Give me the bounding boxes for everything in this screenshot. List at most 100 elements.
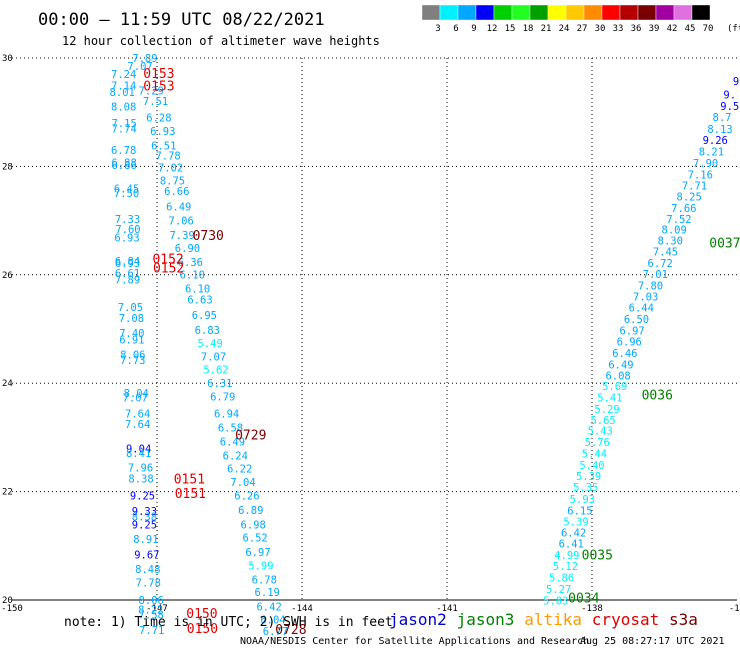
swh-value: 6.66 [164, 186, 189, 198]
swh-value: 6.36 [178, 257, 203, 269]
colorbar-swatch [601, 4, 621, 21]
pass-time-label: 0729 [235, 429, 266, 444]
swh-value: 8.91 [133, 534, 158, 546]
swh-value: 6.44 [629, 303, 654, 315]
swh-value: 7.01 [643, 269, 668, 281]
colorbar-label: 36 [631, 24, 642, 34]
swh-value: 5.40 [579, 460, 604, 472]
swh-value: 6.42 [256, 601, 281, 613]
swh-value: 7.15 [111, 118, 136, 130]
swh-value: 6.86 [111, 160, 136, 172]
swh-value: 8.38 [132, 511, 157, 523]
swh-value: 7.64 [125, 419, 150, 431]
colorbar-swatch [583, 4, 603, 21]
swh-value: 6.95 [192, 310, 217, 322]
swh-value: 7.07 [127, 61, 152, 73]
swh-value: 7.64 [125, 408, 150, 420]
colorbar-label: 6 [453, 24, 458, 34]
swh-value: 5.69 [602, 381, 627, 393]
legend-jason2: jason2 [389, 610, 447, 629]
swh-value: 6.10 [185, 284, 210, 296]
swh-value: 6.41 [559, 538, 584, 550]
x-tick-label: -150 [1, 604, 23, 614]
swh-value: 8.09 [662, 225, 687, 237]
swh-value: 7.80 [638, 280, 663, 292]
legend-jason3: jason3 [457, 610, 515, 629]
colorbar-swatch [637, 4, 657, 21]
swh-value: 7.74 [111, 123, 136, 135]
swh-value: 6.04 [260, 614, 285, 626]
pass-time-label: 0150 [186, 607, 217, 622]
x-tick-label: -141 [436, 604, 458, 614]
footer-credit: NOAA/NESDIS Center for Satellite Applica… [240, 636, 589, 647]
swh-value: 9.25 [130, 491, 155, 503]
swh-value: 5.35 [573, 482, 598, 494]
pass-time-label: 0034 [568, 592, 599, 607]
colorbar-label: 30 [595, 24, 606, 34]
swh-value: 7.73 [120, 355, 145, 367]
x-tick-label: -147 [146, 604, 168, 614]
swh-value: 6.78 [252, 575, 277, 587]
swh-value: 9. [723, 90, 736, 102]
pass-time-label: 0153 [143, 67, 174, 82]
swh-value: 7.78 [155, 150, 180, 162]
colorbar-swatch [511, 4, 531, 21]
swh-value: 5.27 [546, 584, 571, 596]
swh-value: 7.29 [139, 85, 164, 97]
swh-value: 6.83 [195, 325, 220, 337]
y-tick-label: 28 [2, 162, 13, 172]
pass-time-label: 0150 [187, 622, 218, 637]
swh-value: 5.03 [543, 595, 568, 607]
swh-value: 6.52 [242, 532, 267, 544]
swh-value: 4.99 [554, 550, 579, 562]
footer-timestamp: Aug 25 08:27:17 UTC 2021 [580, 636, 725, 647]
swh-value: 9.5 [720, 101, 739, 113]
swh-value: 6.97 [245, 547, 270, 559]
swh-value: 6.84 [115, 256, 140, 268]
swh-value: 6.61 [115, 268, 140, 280]
swh-value: 7.07 [123, 393, 148, 405]
swh-value: 6.88 [111, 157, 136, 169]
swh-value: 7.03 [633, 291, 658, 303]
pass-time-label: 0151 [174, 472, 205, 487]
colorbar-swatch [493, 4, 513, 21]
swh-value: 6.98 [241, 519, 266, 531]
pass-time-label: 0035 [582, 548, 613, 563]
swh-value: 6.08 [605, 370, 630, 382]
swh-value: 8.30 [658, 235, 683, 247]
swh-value: 6.42 [561, 528, 586, 540]
colorbar-swatch [619, 4, 639, 21]
swh-value: 6.10 [180, 270, 205, 282]
legend-s3a: s3a [669, 610, 698, 629]
colorbar-label: 27 [577, 24, 588, 34]
swh-value: 7.89 [132, 53, 157, 65]
colorbar-label: 12 [487, 24, 498, 34]
colorbar-label: 9 [471, 24, 476, 34]
colorbar-label: 33 [613, 24, 624, 34]
swh-value: 5.43 [588, 426, 613, 438]
colorbar-swatch [529, 4, 549, 21]
swh-value: 6.90 [175, 243, 200, 255]
swh-value: 7.89 [115, 274, 140, 286]
colorbar-swatch [655, 4, 675, 21]
swh-value: 8.48 [135, 564, 160, 576]
x-tick-label: -13 [729, 604, 740, 614]
swh-value: 7.90 [693, 158, 718, 170]
pass-time-label: 0728 [275, 623, 306, 638]
colorbar-label: 24 [559, 24, 570, 34]
legend-altika: altika [524, 610, 582, 629]
swh-value: 6.89 [238, 505, 263, 517]
swh-value: 6.49 [166, 201, 191, 213]
swh-value: 5.39 [576, 471, 601, 483]
swh-value: 7.60 [115, 224, 140, 236]
swh-value: 9.26 [703, 135, 728, 147]
swh-value: 6.28 [146, 112, 171, 124]
swh-value: 7.50 [114, 188, 139, 200]
colorbar-swatch [673, 4, 693, 21]
swh-value: 7.51 [143, 96, 168, 108]
colorbar-label: 15 [505, 24, 516, 34]
swh-value: 7.58 [139, 609, 164, 621]
swh-value: 8.06 [139, 595, 164, 607]
